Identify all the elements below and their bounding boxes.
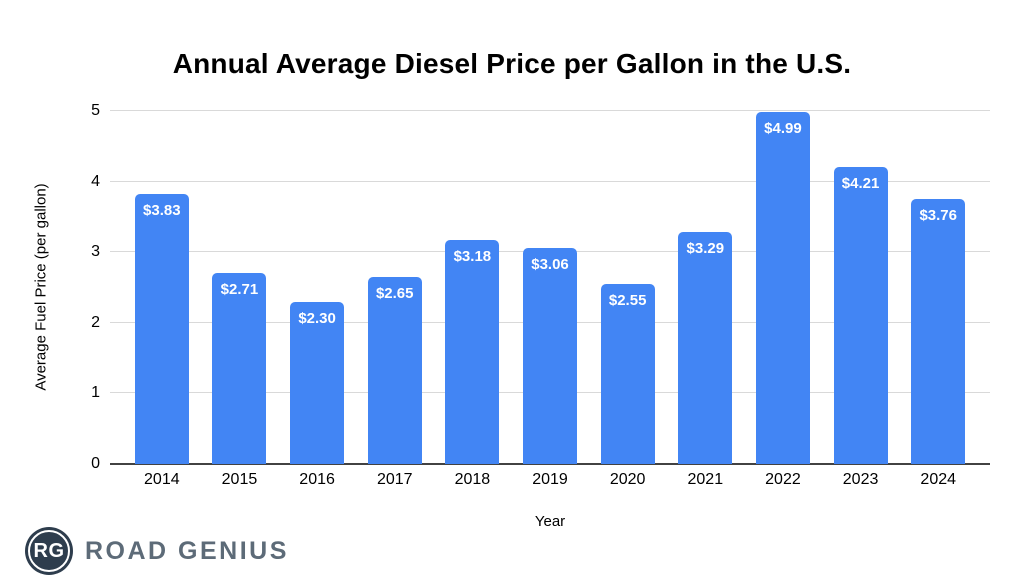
bar-slot: $4.99 — [744, 111, 822, 464]
brand-name: ROAD GENIUS — [85, 536, 289, 565]
chart-title: Annual Average Diesel Price per Gallon i… — [172, 48, 852, 79]
bar-slot: $4.21 — [822, 111, 900, 464]
bars: $3.83 $2.71 $2.30 $2.65 $3.18 $3.06 $2.55 $3.29… — [110, 111, 990, 464]
bar-2016: $2.30 — [290, 301, 345, 464]
brand-logo: RG ROAD GENIUS — [25, 527, 289, 575]
y-tick-label: 1 — [91, 384, 100, 402]
x-tick-label: 2020 — [609, 471, 646, 488]
bar-value-label: $3.18 — [453, 247, 492, 265]
bar-2023: $4.21 — [833, 166, 888, 464]
bar-value-label: $2.30 — [298, 309, 336, 327]
bar-2018: $3.18 — [445, 239, 500, 464]
bar-slot: $3.18 — [434, 111, 512, 464]
logo-monogram: RG — [33, 539, 65, 562]
x-tick-label: 2014 — [144, 471, 180, 488]
bar-2021: $3.29 — [678, 231, 733, 464]
y-tick-label: 0 — [91, 455, 100, 472]
y-axis-ticks: 0 1 2 3 4 5 — [62, 102, 100, 472]
bar-2020: $2.55 — [600, 283, 655, 464]
x-tick-label: 2023 — [842, 471, 879, 488]
gridline — [110, 110, 990, 111]
bar-slot: $3.83 — [123, 111, 201, 464]
bar-slot: $3.76 — [899, 111, 977, 464]
x-axis-title: Year — [534, 513, 566, 530]
plot-area: $3.83 $2.71 $2.30 $2.65 $3.18 $3.06 $2.55 $3.29… — [110, 110, 990, 465]
bar-2017: $2.65 — [367, 276, 422, 464]
x-axis-line — [110, 463, 990, 465]
x-tick-label: 2016 — [299, 471, 335, 488]
bar-slot: $2.55 — [589, 111, 667, 464]
bar-2015: $2.71 — [212, 272, 267, 464]
logo-monogram-badge: RG — [25, 527, 73, 575]
logo-ring — [28, 530, 70, 572]
bar-2014: $3.83 — [134, 193, 189, 464]
x-tick-label: 2017 — [376, 471, 413, 488]
x-tick-label: 2024 — [920, 471, 957, 488]
bar-value-label: $3.06 — [531, 255, 569, 273]
bar-value-label: $3.29 — [686, 239, 725, 257]
x-tick-label: 2015 — [221, 471, 258, 488]
bar-2019: $3.06 — [523, 247, 578, 464]
y-tick-label: 3 — [91, 243, 100, 261]
bar-value-label: $3.83 — [143, 201, 181, 219]
y-axis-title: Average Fuel Price (per gallon) — [32, 183, 50, 391]
y-tick-label: 4 — [91, 172, 100, 190]
x-tick-label: 2021 — [687, 471, 724, 488]
bar-slot: $3.29 — [666, 111, 744, 464]
bar-value-label: $2.65 — [375, 284, 414, 302]
x-tick-label: 2022 — [765, 471, 801, 488]
y-tick-label: 5 — [91, 102, 100, 119]
bar-slot: $2.71 — [201, 111, 279, 464]
bar-value-label: $3.76 — [919, 206, 957, 224]
y-tick-label: 2 — [91, 313, 100, 331]
x-tick-label: 2019 — [532, 471, 568, 488]
bar-value-label: $4.21 — [841, 174, 880, 192]
bar-2024: $3.76 — [911, 198, 966, 464]
x-tick-label: 2018 — [454, 471, 491, 488]
bar-slot: $2.65 — [356, 111, 434, 464]
bar-value-label: $4.99 — [764, 119, 802, 137]
bar-value-label: $2.55 — [608, 291, 647, 309]
bar-slot: $3.06 — [511, 111, 589, 464]
bar-2022: $4.99 — [755, 111, 810, 464]
bar-value-label: $2.71 — [220, 280, 259, 298]
bar-slot: $2.30 — [278, 111, 356, 464]
x-axis-ticks: 2014 2015 2016 2017 2018 2019 2020 2021 2022 2023… — [110, 471, 990, 489]
gridline — [110, 180, 990, 182]
